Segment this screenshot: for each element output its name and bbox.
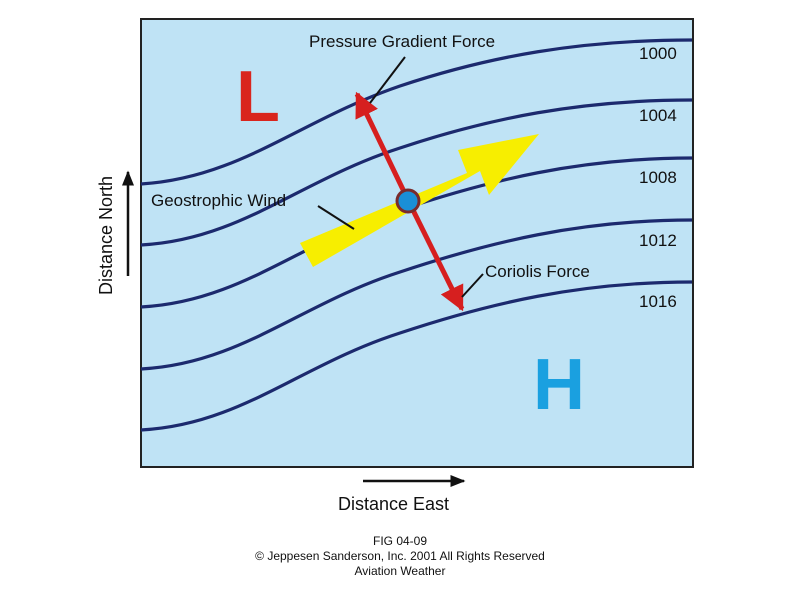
isobar-1012 [140, 218, 693, 371]
isobar-1000 [140, 38, 693, 186]
book-title: Aviation Weather [354, 564, 446, 578]
copyright-notice: © Jeppesen Sanderson, Inc. 2001 All Righ… [255, 549, 545, 563]
isobar-label-1004: 1004 [639, 106, 677, 125]
pressure-gradient-label: Pressure Gradient Force [309, 32, 495, 51]
low-pressure-label: L [236, 57, 280, 137]
isobar-label-1012: 1012 [639, 231, 677, 250]
pressure-gradient-leader [369, 56, 406, 104]
pressure-gradient-arrow [354, 91, 411, 202]
y-axis-label: Distance North [96, 176, 116, 295]
geostrophic-wind-label: Geostrophic Wind [151, 191, 286, 210]
high-pressure-label: H [533, 345, 585, 425]
isobar-1016 [140, 280, 693, 432]
air-parcel-dot [395, 188, 421, 214]
coriolis-force-label: Coriolis Force [485, 262, 590, 281]
figure-id: FIG 04-09 [372, 534, 428, 548]
isobar-label-1016: 1016 [639, 292, 677, 311]
x-axis-label: Distance East [338, 494, 449, 514]
isobar-label-1008: 1008 [639, 168, 677, 187]
geostrophic-wind-leader [317, 205, 355, 230]
coriolis-force-arrow [405, 198, 465, 312]
coriolis-force-leader [461, 273, 484, 298]
isobar-1004 [140, 98, 693, 247]
diagram-panel [140, 18, 694, 468]
isobar-label-1000: 1000 [639, 44, 677, 63]
